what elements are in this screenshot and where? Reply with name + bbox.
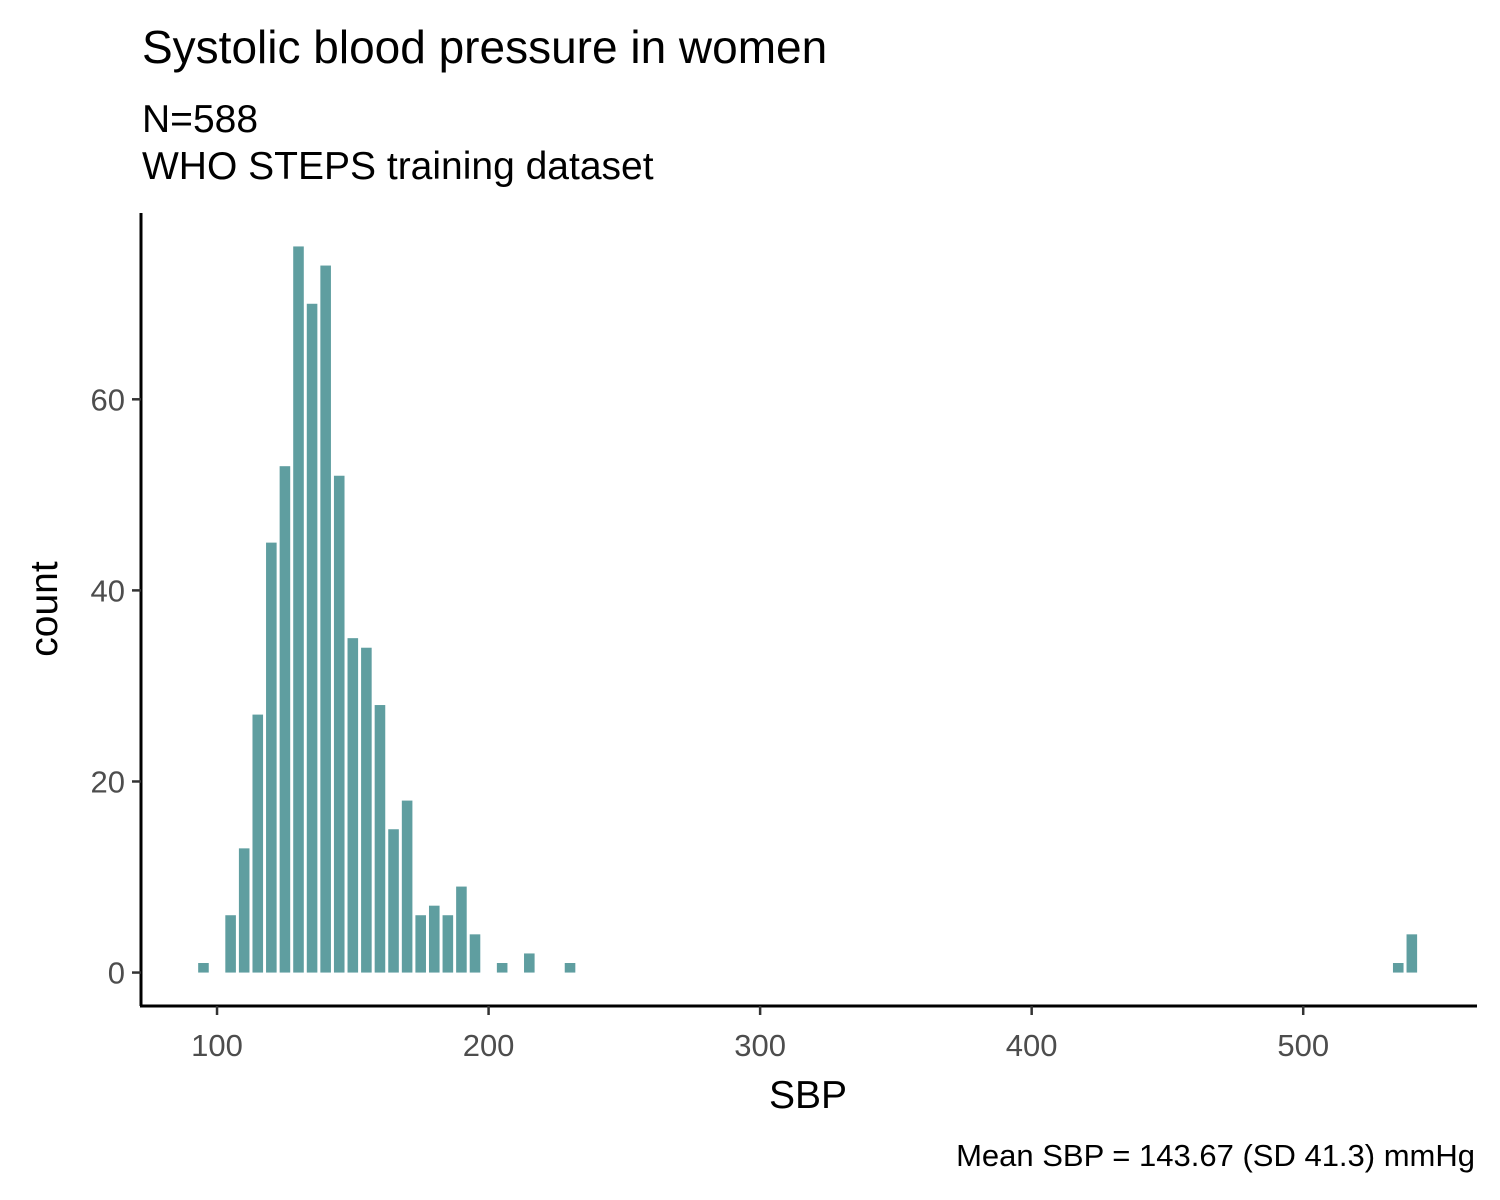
histogram-bar xyxy=(225,915,236,973)
histogram-bar xyxy=(198,963,209,973)
histogram-bar xyxy=(442,915,454,973)
histogram-bar xyxy=(401,800,413,973)
histogram-bar xyxy=(456,886,467,973)
x-tick-label: 500 xyxy=(1277,1028,1329,1063)
histogram-bars xyxy=(198,246,1418,973)
x-tick-label: 200 xyxy=(463,1028,515,1063)
histogram-bar xyxy=(496,963,508,973)
histogram-bar xyxy=(347,638,359,973)
histogram-bar xyxy=(266,542,277,973)
histogram-bar xyxy=(306,303,318,973)
histogram-bar xyxy=(1392,963,1404,973)
histogram-bar xyxy=(252,714,264,973)
histogram-bar xyxy=(469,934,481,973)
y-tick-label: 60 xyxy=(91,382,125,417)
subtitle-line-n: N=588 xyxy=(142,98,259,141)
histogram-bar xyxy=(428,905,440,973)
y-axis-ticks: 0 20 40 60 xyxy=(91,382,141,991)
chart-subtitle: N=588 WHO STEPS training dataset xyxy=(142,96,654,190)
histogram-bar xyxy=(279,466,291,973)
histogram-bar xyxy=(564,963,576,973)
x-tick-label: 100 xyxy=(191,1028,243,1063)
histogram-bar xyxy=(1406,934,1418,973)
histogram-bar xyxy=(333,475,345,973)
histogram-bar xyxy=(415,915,426,973)
y-axis-title: count xyxy=(23,561,66,657)
x-tick-label: 300 xyxy=(734,1028,786,1063)
x-axis-title: SBP xyxy=(769,1074,847,1117)
y-tick-label: 40 xyxy=(91,573,125,608)
histogram-bar xyxy=(320,265,331,973)
y-tick-label: 0 xyxy=(108,956,125,991)
chart-caption: Mean SBP = 143.67 (SD 41.3) mmHg xyxy=(956,1138,1475,1173)
chart-title: Systolic blood pressure in women xyxy=(142,21,828,73)
histogram-bar xyxy=(388,829,399,973)
histogram-bar xyxy=(361,647,372,973)
histogram-bar xyxy=(524,953,535,973)
histogram-bar xyxy=(238,848,250,973)
histogram-bar xyxy=(374,705,386,973)
histogram-bar xyxy=(293,246,304,973)
x-tick-label: 400 xyxy=(1006,1028,1058,1063)
x-axis-ticks: 100 200 300 400 500 xyxy=(191,1006,1329,1063)
y-tick-label: 20 xyxy=(91,764,125,799)
subtitle-line-dataset: WHO STEPS training dataset xyxy=(142,145,654,188)
